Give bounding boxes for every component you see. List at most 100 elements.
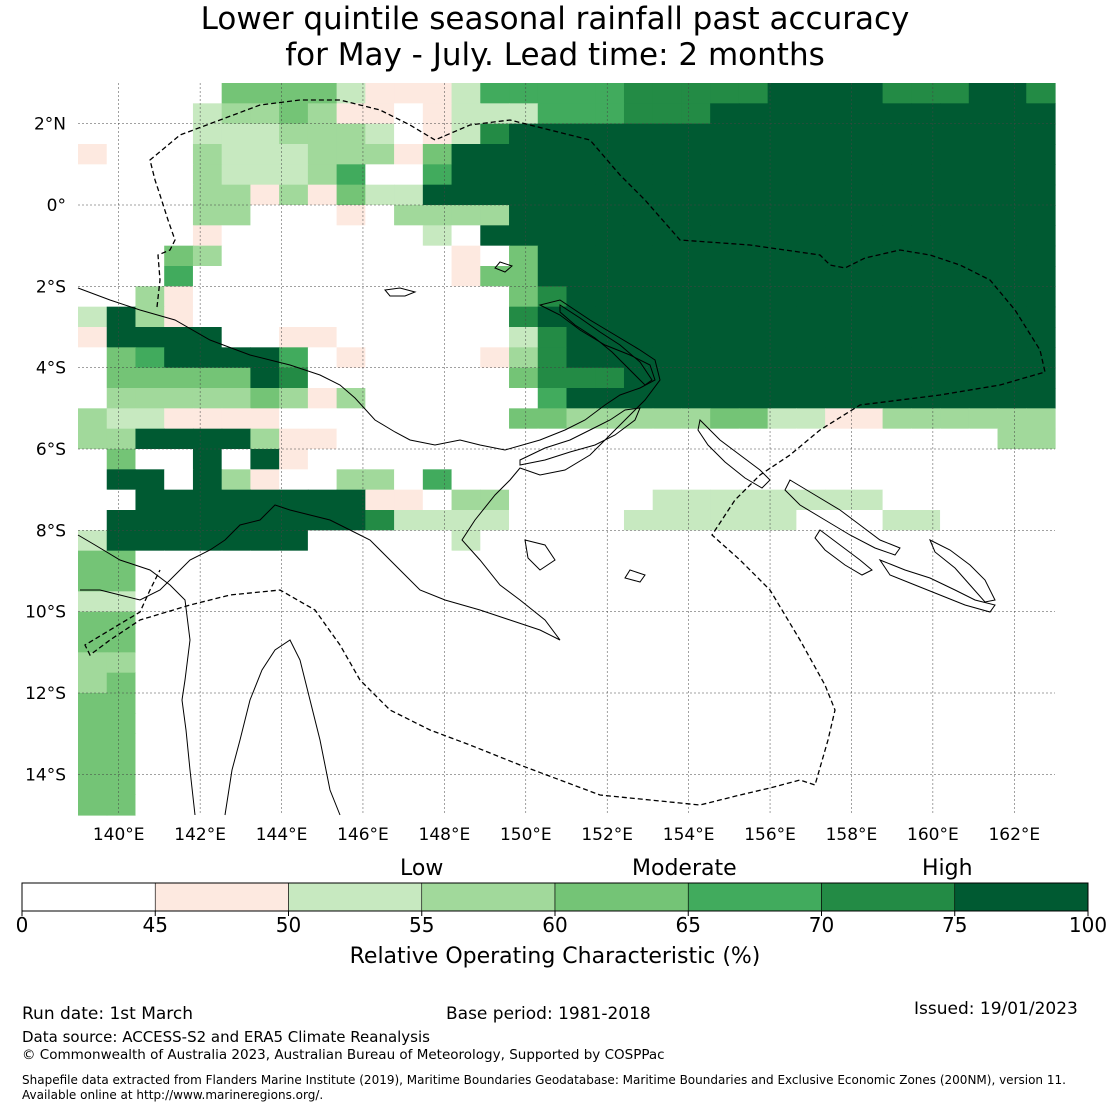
grid-cell — [681, 225, 711, 247]
grid-cell — [825, 327, 855, 348]
grid-cell — [882, 530, 912, 552]
grid-cell — [738, 266, 769, 287]
grid-cell — [78, 489, 108, 511]
grid-cell — [968, 327, 999, 348]
grid-cell — [135, 611, 165, 633]
grid-cell — [681, 103, 711, 125]
grid-cell — [307, 733, 338, 755]
grid-cell — [968, 672, 999, 694]
grid-cell — [825, 408, 855, 430]
grid-cell — [1026, 103, 1056, 125]
grid-cell — [738, 144, 769, 165]
grid-cell — [796, 245, 826, 267]
grid-cell — [566, 327, 596, 348]
grid-cell — [882, 611, 912, 633]
grid-cell — [767, 367, 797, 389]
grid-cell — [623, 550, 654, 572]
grid-cell — [796, 327, 826, 348]
grid-cell — [595, 306, 625, 328]
grid-cell — [422, 571, 453, 592]
grid-cell — [997, 754, 1027, 775]
grid-cell — [394, 469, 424, 491]
grid-cell — [796, 611, 826, 633]
grid-cell — [135, 367, 165, 389]
grid-cell — [997, 510, 1027, 531]
grid-cell — [623, 286, 654, 308]
grid-cell — [451, 632, 481, 653]
grid-cell — [853, 449, 884, 470]
grid-cell — [279, 103, 309, 125]
grid-cell — [997, 327, 1027, 348]
grid-cell — [509, 510, 539, 531]
grid-cell — [250, 144, 280, 165]
grid-cell — [106, 103, 137, 125]
grid-cell — [509, 591, 539, 613]
grid-cell — [882, 388, 912, 409]
grid-cell — [394, 530, 424, 552]
grid-cell — [221, 225, 252, 247]
grid-cell — [681, 489, 711, 511]
grid-cell — [106, 347, 137, 369]
shapefile-credit-line2: Available online at http://www.marinereg… — [22, 1088, 324, 1102]
grid-cell — [279, 327, 309, 348]
grid-cell — [566, 123, 596, 145]
grid-cell — [451, 245, 481, 267]
grid-cell — [250, 713, 280, 735]
grid-cell — [135, 184, 165, 206]
grid-cell — [164, 184, 194, 206]
grid-cell — [1026, 388, 1056, 409]
grid-cell — [480, 184, 510, 206]
grid-cell — [509, 327, 539, 348]
grid-cell — [509, 530, 539, 552]
grid-cell — [106, 449, 137, 470]
grid-cell — [336, 144, 366, 165]
grid-cell — [509, 632, 539, 653]
grid-cell — [422, 327, 453, 348]
grid-cell — [738, 591, 769, 613]
grid-cell — [451, 266, 481, 287]
grid-cell — [652, 489, 683, 511]
grid-cell — [738, 306, 769, 328]
grid-cell — [480, 672, 510, 694]
grid-cell — [164, 205, 194, 226]
grid-cell — [738, 611, 769, 633]
grid-cell — [940, 510, 970, 531]
grid-cell — [940, 693, 970, 714]
grid-cell — [422, 123, 453, 145]
grid-cell — [796, 103, 826, 125]
grid-cell — [365, 327, 395, 348]
grid-cell — [652, 693, 683, 714]
grid-cell — [566, 306, 596, 328]
grid-cell — [595, 510, 625, 531]
colorbar-tick-label: 75 — [942, 913, 967, 937]
grid-cell — [250, 123, 280, 145]
grid-cell — [365, 774, 395, 796]
grid-cell — [681, 571, 711, 592]
grid-cell — [279, 347, 309, 369]
grid-cell — [279, 713, 309, 735]
colorbar-tick-label: 0 — [16, 913, 29, 937]
grid-cell — [968, 388, 999, 409]
grid-cell — [968, 794, 999, 816]
grid-cell — [365, 672, 395, 694]
grid-cell — [78, 632, 108, 653]
grid-cell — [710, 103, 740, 125]
grid-cell — [250, 469, 280, 491]
grid-cell — [940, 367, 970, 389]
grid-cell — [336, 571, 366, 592]
grid-cell — [365, 550, 395, 572]
y-tick-label: 12°S — [25, 684, 66, 704]
grid-cell — [853, 672, 884, 694]
grid-cell — [394, 591, 424, 613]
grid-cell — [710, 530, 740, 552]
grid-cell — [164, 611, 194, 633]
grid-cell — [882, 144, 912, 165]
grid-cell — [365, 408, 395, 430]
grid-cell — [221, 591, 252, 613]
grid-cell — [78, 510, 108, 531]
grid-cell — [221, 774, 252, 796]
grid-cell — [509, 794, 539, 816]
grid-cell — [796, 571, 826, 592]
grid-cell — [106, 754, 137, 775]
grid-cell — [250, 306, 280, 328]
